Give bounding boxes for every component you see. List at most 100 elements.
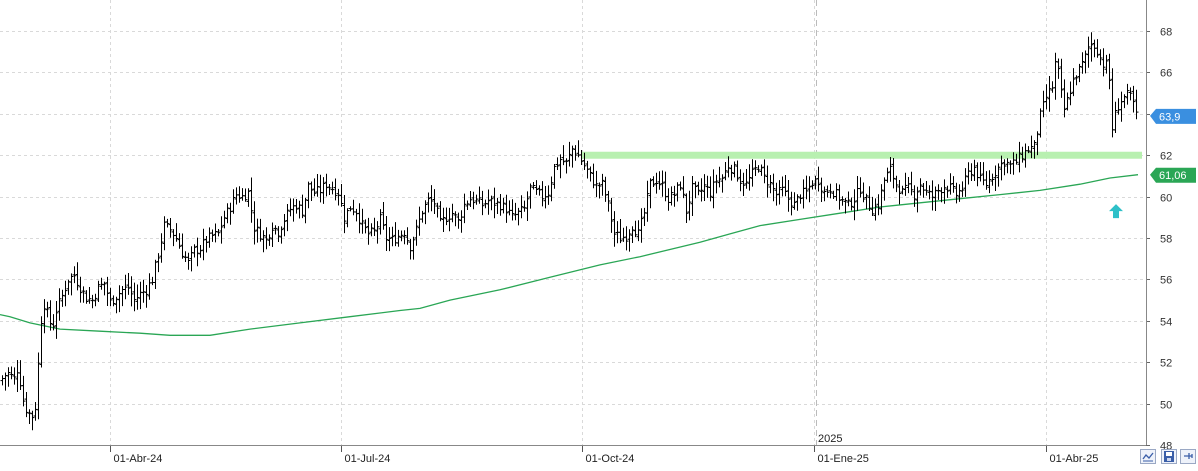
- ohlc-bar: [96, 280, 101, 302]
- ohlc-bar: [63, 280, 68, 307]
- ohlc-bar: [168, 218, 173, 238]
- ohlc-bar: [828, 183, 833, 199]
- ohlc-bar: [321, 177, 326, 204]
- ohlc-bar: [279, 226, 284, 244]
- ohlc-bar: [159, 233, 164, 263]
- moving-average-layer: [0, 174, 1139, 336]
- ohlc-bar: [414, 219, 419, 246]
- ohlc-bar: [345, 208, 350, 228]
- ohlc-bar: [225, 203, 230, 224]
- ohlc-bar: [1101, 48, 1106, 77]
- ohlc-bar: [600, 173, 605, 196]
- ohlc-bar: [1113, 101, 1118, 133]
- ohlc-bar: [330, 181, 335, 195]
- ohlc-bar: [708, 176, 713, 202]
- save-icon[interactable]: [1161, 449, 1177, 464]
- ohlc-bar: [624, 226, 629, 251]
- ohlc-bar: [999, 155, 1004, 181]
- ohlc-bar: [732, 161, 737, 178]
- ohlc-bar: [1125, 83, 1130, 105]
- pin-icon[interactable]: [1180, 449, 1196, 464]
- ohlc-bar: [837, 184, 842, 210]
- ohlc-bar: [1017, 141, 1022, 173]
- ohlc-bar: [1026, 146, 1031, 154]
- zoom-fit-icon[interactable]: [1140, 449, 1156, 464]
- ohlc-bar: [438, 201, 443, 222]
- ohlc-bar: [339, 184, 344, 207]
- ohlc-bar: [699, 178, 704, 202]
- ohlc-bar: [501, 197, 506, 214]
- ohlc-bar: [285, 204, 290, 232]
- ohlc-bar: [1122, 94, 1127, 109]
- ohlc-bar: [648, 178, 653, 209]
- ohlc-bar: [810, 180, 815, 190]
- ohlc-bar: [777, 180, 782, 205]
- ohlc-bar: [141, 279, 146, 303]
- ohlc-bar: [759, 164, 764, 176]
- ohlc-bar: [852, 189, 857, 221]
- x-tick-label: 01-Abr-24: [114, 453, 163, 465]
- ohlc-bar: [534, 180, 539, 195]
- ohlc-bar: [411, 236, 416, 260]
- ohlc-bar: [888, 157, 893, 182]
- ohlc-bar: [366, 217, 371, 245]
- ohlc-bar: [783, 175, 788, 197]
- ohlc-bar: [579, 150, 584, 165]
- ohlc-bar: [738, 169, 743, 192]
- ohlc-bar: [51, 314, 56, 331]
- ohlc-bar: [162, 216, 167, 251]
- ohlc-bar: [432, 189, 437, 214]
- ohlc-bar: [1035, 131, 1040, 156]
- ohlc-bar: [291, 198, 296, 222]
- ohlc-bar: [72, 266, 77, 284]
- ohlc-bar: [1128, 87, 1133, 101]
- ohlc-bar: [102, 281, 107, 296]
- ohlc-bar: [936, 184, 941, 200]
- ohlc-bar: [1050, 81, 1055, 93]
- ohlc-bar: [1134, 89, 1139, 120]
- ohlc-bar: [771, 173, 776, 202]
- ohlc-bar: [585, 160, 590, 179]
- ohlc-bar: [765, 165, 770, 198]
- ohlc-bar: [210, 229, 215, 242]
- ohlc-bar: [942, 179, 947, 204]
- ohlc-bar: [714, 174, 719, 194]
- ohlc-bar: [309, 181, 314, 201]
- ohlc-bar: [255, 218, 260, 243]
- ohlc-bar: [564, 158, 569, 174]
- ohlc-bar: [450, 203, 455, 223]
- ohlc-bar: [372, 217, 377, 236]
- ohlc-bar: [747, 164, 752, 191]
- ohlc-bar: [303, 197, 308, 224]
- ohlc-bar: [273, 225, 278, 235]
- ohlc-bar: [324, 173, 329, 197]
- ohlc-bar: [951, 176, 956, 193]
- ohlc-bar: [405, 227, 410, 245]
- ohlc-bar: [684, 193, 689, 223]
- ohlc-bar: [1005, 158, 1010, 174]
- ohlc-bar: [318, 174, 323, 203]
- ohlc-bar: [555, 157, 560, 170]
- ohlc-bar: [513, 202, 518, 221]
- ohlc-bar: [57, 288, 62, 321]
- ohlc-bar: [408, 239, 413, 260]
- ohlc-bar: [459, 210, 464, 233]
- ohlc-bar: [879, 184, 884, 215]
- ohlc-bar: [351, 199, 356, 216]
- ohlc-bar: [219, 216, 224, 244]
- ohlc-bar: [111, 295, 116, 307]
- ohlc-bar: [933, 186, 938, 211]
- ohlc-bar: [912, 185, 917, 207]
- ohlc-bar: [1095, 39, 1100, 58]
- ohlc-bar: [558, 154, 563, 179]
- ohlc-bar: [471, 191, 476, 210]
- axis-layer: 485052545658606264666801-Abr-2401-Jul-24…: [0, 0, 1172, 465]
- ohlc-bar: [972, 159, 977, 181]
- ohlc-bar: [741, 172, 746, 196]
- moving-average-badge: 61,06: [1150, 167, 1196, 183]
- ohlc-bar: [24, 392, 29, 418]
- ohlc-bar: [729, 164, 734, 181]
- ohlc-bar: [582, 152, 587, 170]
- support-band-layer: [582, 151, 1142, 159]
- ohlc-bar: [333, 178, 338, 201]
